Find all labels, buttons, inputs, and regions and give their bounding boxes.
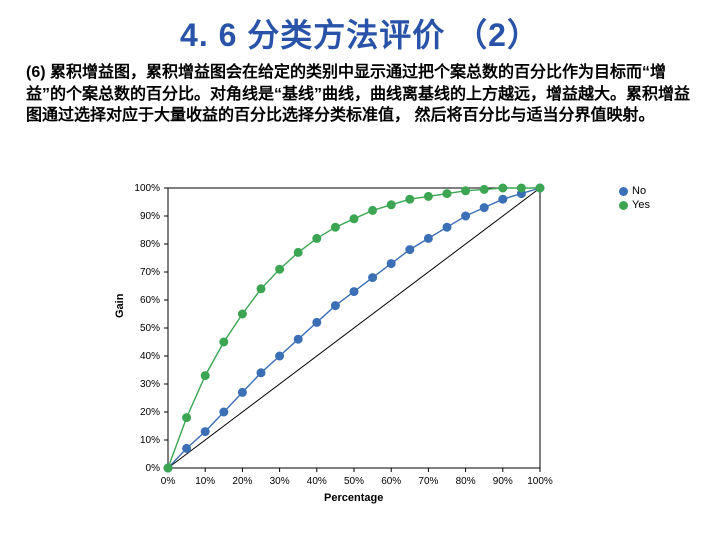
svg-text:70%: 70% — [418, 476, 438, 487]
svg-text:20%: 20% — [140, 407, 160, 418]
svg-text:90%: 90% — [493, 476, 513, 487]
svg-text:70%: 70% — [140, 267, 160, 278]
legend-label-no: No — [632, 184, 646, 198]
svg-text:50%: 50% — [344, 476, 364, 487]
svg-text:50%: 50% — [140, 323, 160, 334]
legend-dot-yes — [619, 201, 628, 210]
gains-chart: 0% 10% 20% 30% 40% 50% 60% 70% 80% 90% 100% 0% 10% 20… — [110, 178, 650, 508]
slide-title: 4. 6 分类方法评价 （2） — [0, 10, 720, 56]
svg-text:60%: 60% — [381, 476, 401, 487]
legend-label-yes: Yes — [632, 198, 650, 212]
x-axis-label: Percentage — [324, 492, 383, 504]
svg-text:20%: 20% — [232, 476, 252, 487]
svg-text:100%: 100% — [134, 183, 160, 194]
svg-text:10%: 10% — [195, 476, 215, 487]
svg-text:40%: 40% — [140, 351, 160, 362]
svg-text:100%: 100% — [527, 476, 553, 487]
svg-text:80%: 80% — [140, 239, 160, 250]
svg-text:10%: 10% — [140, 435, 160, 446]
gains-chart-svg: 0% 10% 20% 30% 40% 50% 60% 70% 80% 90% 100% 0% 10% 20… — [110, 178, 650, 508]
svg-text:80%: 80% — [456, 476, 476, 487]
svg-text:60%: 60% — [140, 295, 160, 306]
svg-text:40%: 40% — [307, 476, 327, 487]
svg-text:0%: 0% — [161, 476, 176, 487]
slide: 4. 6 分类方法评价 （2） (6) 累积增益图，累积增益图会在给定的类别中显… — [0, 0, 720, 540]
svg-text:30%: 30% — [270, 476, 290, 487]
svg-text:30%: 30% — [140, 379, 160, 390]
legend: No Yes — [619, 184, 650, 212]
legend-item-yes: Yes — [619, 198, 650, 212]
body-text: (6) 累积增益图，累积增益图会在给定的类别中显示通过把个案总数的百分比作为目标… — [26, 62, 694, 127]
y-axis-label: Gain — [114, 294, 126, 318]
legend-item-no: No — [619, 184, 650, 198]
legend-dot-no — [619, 187, 628, 196]
svg-text:90%: 90% — [140, 211, 160, 222]
svg-text:0%: 0% — [146, 463, 161, 474]
